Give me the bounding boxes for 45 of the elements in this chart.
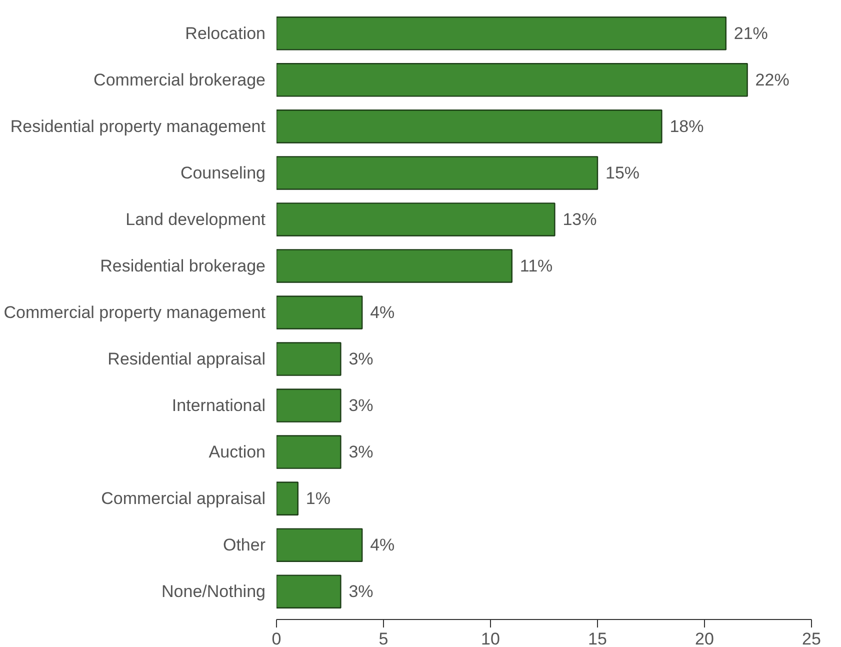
y-tick-label: Commercial property management <box>4 303 266 322</box>
x-tick-label: 15 <box>588 630 607 647</box>
data-label: 3% <box>348 396 374 416</box>
bar <box>276 249 512 283</box>
data-label: 3% <box>348 582 374 602</box>
y-tick-label: Land development <box>126 210 266 229</box>
bar <box>276 202 556 236</box>
y-tick-label: None/Nothing <box>162 582 266 602</box>
data-label: 3% <box>348 350 374 369</box>
y-tick-label: Counseling <box>180 163 266 182</box>
bar <box>276 435 342 469</box>
bar <box>276 110 662 144</box>
y-tick-label: Commercial brokerage <box>94 70 266 90</box>
data-label: 18% <box>670 116 704 136</box>
bar <box>276 296 363 330</box>
data-label: 4% <box>370 303 395 322</box>
data-label: 11% <box>520 256 553 276</box>
y-tick-label: Relocation <box>185 24 266 43</box>
y-tick-label: Other <box>222 536 266 555</box>
x-tick-label: 25 <box>802 630 821 647</box>
y-tick-label: Commercial appraisal <box>101 489 266 508</box>
bar <box>276 16 726 50</box>
data-label: 22% <box>755 70 790 90</box>
x-tick-label: 5 <box>378 630 388 647</box>
y-tick-label: Residential property management <box>10 116 266 136</box>
bar <box>276 574 342 608</box>
y-tick-label: International <box>172 396 266 416</box>
y-tick-label: Residential brokerage <box>100 256 266 276</box>
x-tick-label: 10 <box>481 630 500 647</box>
data-label: 21% <box>734 24 768 43</box>
bar <box>276 528 363 562</box>
data-label: 15% <box>606 163 640 182</box>
bar <box>276 63 748 97</box>
y-tick-label: Residential appraisal <box>108 350 266 369</box>
data-label: 1% <box>306 489 330 508</box>
data-label: 3% <box>348 442 374 462</box>
bar <box>276 388 342 422</box>
y-tick-label: Auction <box>208 442 266 462</box>
x-tick-label: 0 <box>272 630 282 647</box>
bar <box>276 482 298 516</box>
x-tick-label: 20 <box>695 630 714 647</box>
bar <box>276 156 598 190</box>
bar <box>276 342 342 376</box>
data-label: 4% <box>370 536 395 555</box>
data-label: 13% <box>562 210 597 229</box>
